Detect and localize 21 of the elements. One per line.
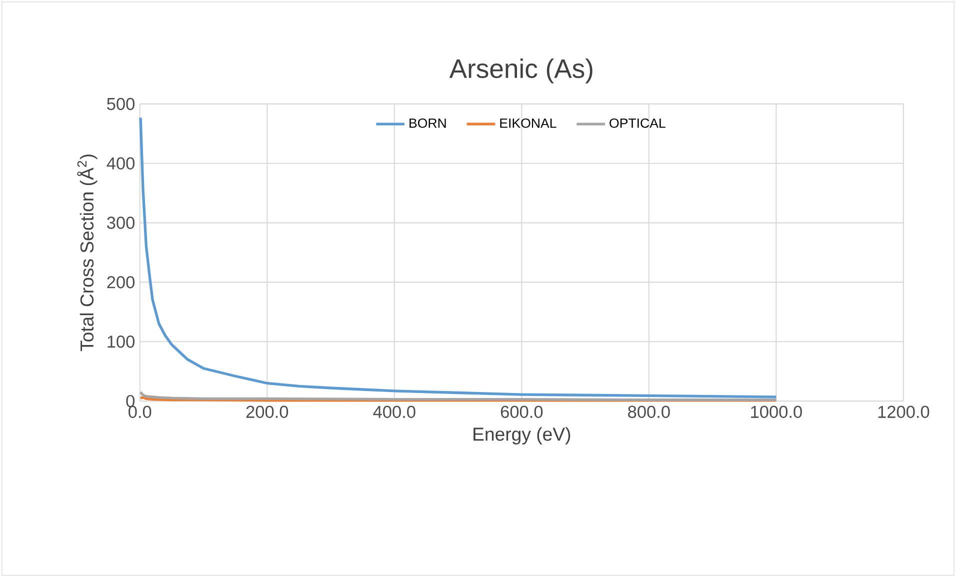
y-tick-label: 400	[106, 157, 135, 170]
x-tick-label: 1000.0	[751, 406, 802, 418]
legend-label: BORN	[410, 118, 446, 128]
x-tick-label: 400.0	[373, 406, 416, 418]
chart-title: Arsenic (As)	[449, 58, 592, 84]
y-tick-label: 0	[126, 394, 135, 408]
x-tick-label: 600.0	[500, 406, 543, 418]
y-tick-label: 500	[107, 98, 135, 110]
x-tick-label: 200.0	[246, 406, 288, 418]
legend-label: OPTICAL	[610, 118, 666, 128]
line-series	[139, 390, 778, 402]
x-tick-label: 800.0	[628, 406, 670, 418]
legend-label: EIKONAL	[500, 118, 556, 128]
y-tick-label: 200	[107, 276, 135, 288]
y-axis-title: Total Cross Section (Å$^{2}$)	[77, 154, 98, 352]
line-series	[139, 116, 778, 398]
y-tick-label: 300	[107, 216, 135, 229]
x-tick-label: 0.0	[128, 406, 152, 418]
x-tick-label: 1200.0	[878, 406, 930, 418]
x-axis-title: Energy (eV)	[474, 426, 570, 444]
y-tick-label: 100	[108, 335, 135, 348]
